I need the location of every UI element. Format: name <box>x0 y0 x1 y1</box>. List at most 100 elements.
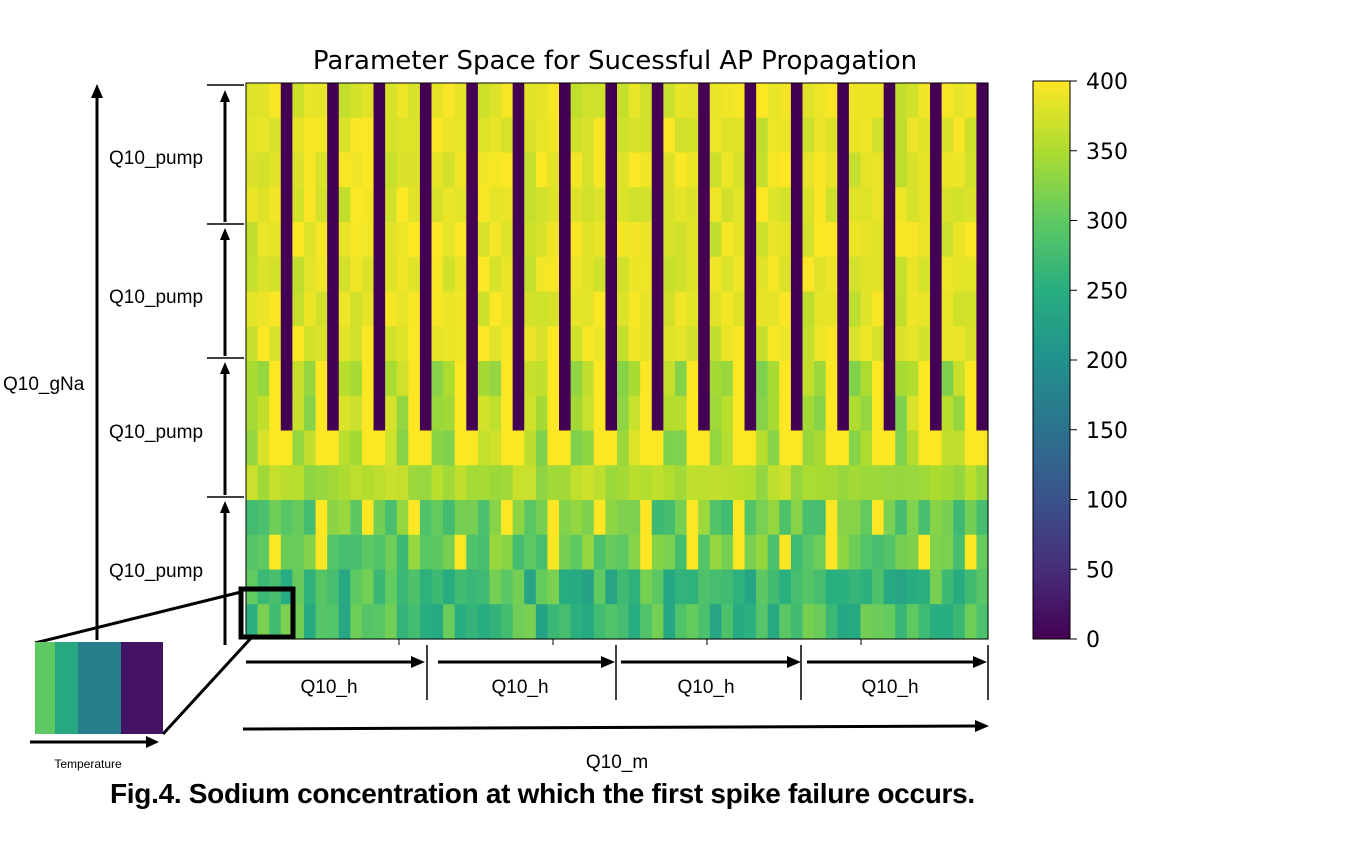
heatmap-cell <box>246 500 259 536</box>
heatmap-cell <box>559 117 572 154</box>
heatmap-cell <box>895 500 908 536</box>
heatmap-cell <box>686 187 699 223</box>
heatmap-cell <box>686 326 699 362</box>
heatmap-cell <box>744 604 757 640</box>
heatmap-cell <box>431 361 444 397</box>
heatmap-cell <box>848 187 862 223</box>
heatmap-cell <box>744 187 757 223</box>
heatmap-cell <box>535 326 549 362</box>
heatmap-cell <box>628 465 641 501</box>
heatmap-cell <box>396 395 409 432</box>
heatmap-cell <box>257 430 270 466</box>
heatmap-cell <box>246 604 259 640</box>
heatmap-cell <box>698 465 711 501</box>
heatmap-cell <box>941 465 954 501</box>
heatmap-cell <box>605 604 618 640</box>
heatmap-cell <box>559 534 572 571</box>
heatmap-cell <box>906 569 920 605</box>
heatmap-cell <box>373 83 386 119</box>
heatmap-cell <box>477 430 491 466</box>
heatmap-cell <box>408 152 421 188</box>
heatmap-cell <box>628 117 641 154</box>
heatmap-cell <box>663 361 676 397</box>
heatmap-cell <box>953 604 966 640</box>
heatmap-cell <box>848 222 862 258</box>
heatmap-cell <box>454 187 467 223</box>
heatmap-cell <box>663 117 676 154</box>
heatmap-cell <box>976 256 989 293</box>
heatmap-cell <box>628 83 641 119</box>
heatmap-cell <box>825 291 838 327</box>
heatmap-cell <box>883 291 896 327</box>
heatmap-cell <box>269 291 282 327</box>
heatmap-cell <box>535 222 549 258</box>
heatmap-cell <box>721 465 734 501</box>
heatmap-cell <box>350 187 363 223</box>
inset-heatmap <box>35 642 163 734</box>
heatmap-cell <box>872 395 885 432</box>
heatmap-cell <box>246 117 259 154</box>
heatmap-cell <box>443 117 456 154</box>
heatmap-cell <box>547 569 560 605</box>
heatmap-cell <box>454 117 467 154</box>
heatmap-cell <box>327 395 340 432</box>
heatmap-cell <box>686 500 699 536</box>
heatmap-cell <box>303 500 317 536</box>
heatmap-cell <box>953 395 966 432</box>
heatmap-cell <box>651 361 664 397</box>
heatmap-cell <box>512 395 525 432</box>
heatmap-cell <box>628 500 641 536</box>
heatmap-cell <box>431 117 444 154</box>
heatmap-cell <box>501 187 514 223</box>
heatmap-cell <box>303 569 317 605</box>
heatmap-cell <box>512 256 525 293</box>
heatmap-cell <box>269 152 282 188</box>
heatmap-cell <box>860 534 873 571</box>
heatmap-cell <box>941 291 954 327</box>
heatmap-cell <box>280 222 293 258</box>
heatmap-cell <box>570 534 583 571</box>
heatmap-cell <box>361 83 375 119</box>
heatmap-cell <box>559 187 572 223</box>
heatmap-cell <box>315 256 328 293</box>
heatmap-cell <box>489 222 502 258</box>
heatmap-cell <box>501 152 514 188</box>
heatmap-cell <box>767 117 780 154</box>
heatmap-cell <box>303 117 317 154</box>
heatmap-cell <box>524 569 537 605</box>
heatmap-cell <box>964 152 977 188</box>
heatmap-cell <box>327 326 340 362</box>
heatmap-cell <box>303 465 317 501</box>
heatmap-cell <box>848 152 862 188</box>
heatmap-cell <box>767 465 780 501</box>
heatmap-cell <box>396 256 409 293</box>
heatmap-cell <box>257 83 270 119</box>
heatmap-cell <box>524 395 537 432</box>
heatmap-cell <box>535 291 549 327</box>
heatmap-cell <box>559 569 572 605</box>
heatmap-cell <box>779 152 792 188</box>
heatmap-cell <box>327 361 340 397</box>
heatmap-cell <box>361 187 375 223</box>
heatmap-cell <box>535 430 549 466</box>
heatmap-cell <box>930 83 943 119</box>
heatmap-cell <box>617 395 630 432</box>
heatmap-cell <box>895 604 908 640</box>
heatmap-cell <box>466 222 479 258</box>
heatmap-cell <box>512 152 525 188</box>
heatmap-cell <box>315 222 328 258</box>
heatmap-cell <box>303 326 317 362</box>
heatmap-cell <box>524 222 537 258</box>
heatmap-cell <box>477 534 491 571</box>
heatmap-cell <box>419 117 433 154</box>
heatmap-cell <box>303 534 317 571</box>
heatmap-cell <box>419 326 433 362</box>
heatmap-cell <box>640 117 653 154</box>
heatmap-cell <box>651 117 664 154</box>
heatmap-cell <box>628 291 641 327</box>
heatmap-cell <box>709 534 722 571</box>
heatmap-cell <box>941 117 954 154</box>
heatmap-cell <box>698 291 711 327</box>
heatmap-cell <box>698 256 711 293</box>
heatmap-cell <box>790 430 804 466</box>
